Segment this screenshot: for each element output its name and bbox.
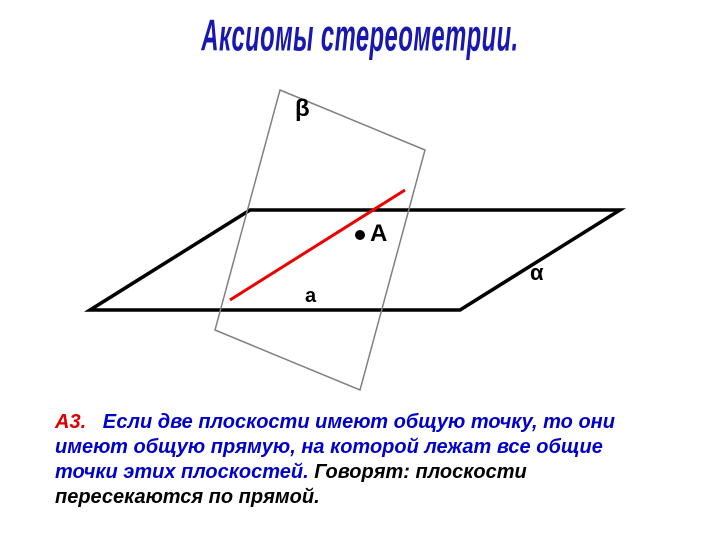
label-point-a: А: [370, 220, 387, 248]
page-title: Аксиомы стереометрии.: [201, 10, 518, 61]
label-alpha: α: [530, 260, 544, 286]
axiom-number: А3.: [55, 411, 86, 433]
diagram-svg: [80, 80, 640, 420]
label-beta: β: [295, 95, 310, 123]
point-a-dot: [355, 230, 365, 240]
label-line-a: а: [305, 285, 316, 308]
geometry-diagram: β А α а: [80, 80, 640, 420]
axiom-text: А3. Если две плоскости имеют общую точку…: [55, 410, 665, 510]
plane-beta-shape: [215, 90, 425, 390]
